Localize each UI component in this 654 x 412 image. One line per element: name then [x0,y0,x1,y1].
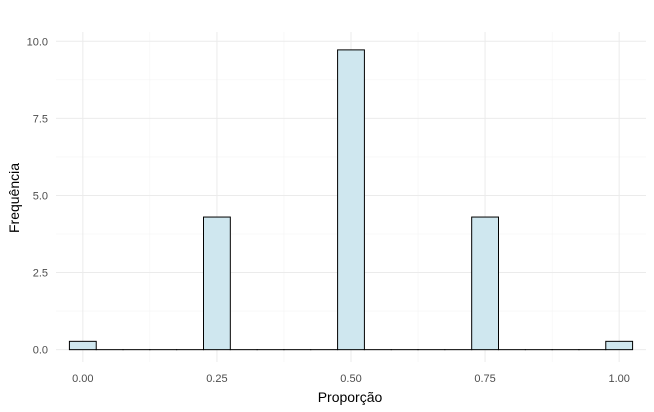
grid [56,32,646,362]
x-tick-label: 1.00 [608,373,629,385]
y-tick-label: 7.5 [33,113,48,125]
x-axis-title: Proporção [318,389,383,405]
x-tick-label: 0.25 [206,373,227,385]
histogram-bar [203,216,231,351]
x-tick-label: 0.75 [474,373,495,385]
x-axis-ticks: 0.00 0.25 0.50 0.75 1.00 [72,373,630,385]
x-tick-label: 0.50 [340,373,361,385]
histogram-bar [471,216,500,351]
y-tick-label: 10.0 [27,36,48,48]
y-axis-ticks: 0.0 2.5 5.0 7.5 10.0 [27,36,48,356]
y-tick-label: 0.0 [33,345,48,357]
y-tick-label: 5.0 [33,190,48,202]
histogram-bar [605,340,634,351]
histogram-bar [337,49,365,351]
histogram-bar [68,340,97,351]
x-tick-label: 0.00 [72,373,93,385]
y-tick-label: 2.5 [33,268,48,280]
bars [68,49,634,351]
y-axis-title: Frequência [6,163,22,233]
